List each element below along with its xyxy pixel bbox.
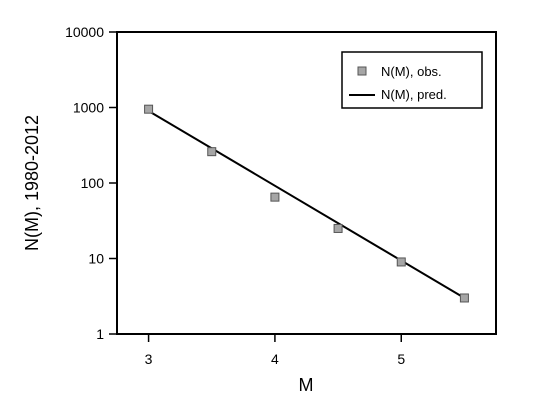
x-tick-label: 5 (397, 351, 405, 367)
obs-point (396, 257, 406, 267)
x-tick-label: 3 (145, 351, 153, 367)
y-axis: 1 10 100 1000 10000 (65, 24, 117, 342)
y-tick-label: 10000 (65, 24, 104, 40)
y-axis-label: N(M), 1980-2012 (22, 115, 42, 251)
legend-box (341, 51, 483, 109)
x-axis-label: M (299, 375, 314, 395)
y-tick-label: 1000 (73, 100, 104, 116)
obs-point (459, 293, 469, 303)
legend-obs-label: N(M), obs. (381, 64, 442, 79)
y-tick-label: 10 (88, 251, 104, 267)
x-tick-label: 4 (271, 351, 279, 367)
legend-obs-marker (357, 66, 367, 76)
y-tick-label: 1 (96, 326, 104, 342)
obs-point (207, 147, 217, 157)
series-pred-line (148, 110, 465, 299)
obs-point (333, 223, 343, 233)
obs-point (144, 104, 154, 114)
legend: N(M), obs. N(M), pred. (341, 51, 483, 109)
y-tick-label: 100 (81, 175, 105, 191)
series-layer (144, 104, 469, 303)
obs-point (270, 192, 280, 202)
legend-pred-label: N(M), pred. (381, 87, 447, 102)
x-axis: 3 4 5 (145, 334, 405, 367)
